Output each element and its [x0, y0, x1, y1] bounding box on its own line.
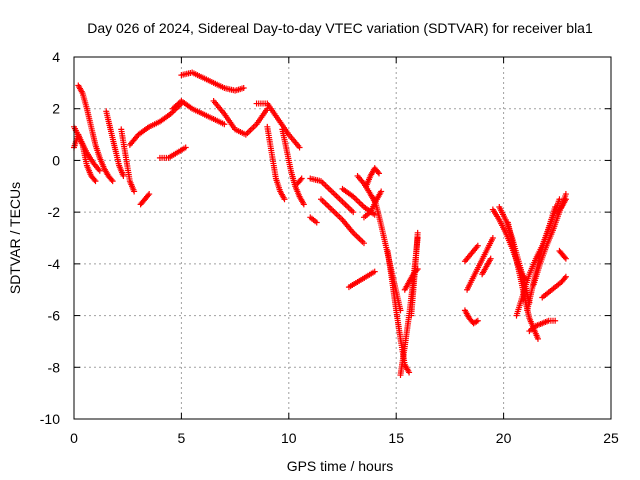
- data-point: [281, 196, 288, 203]
- data-point: [120, 172, 127, 179]
- y-tick-label: -8: [48, 359, 61, 375]
- axis-ticks: 0 5 10 15 20 25 -10 -8 -6 -4 -2 0 2 4: [40, 49, 619, 446]
- data-point: [313, 219, 320, 226]
- x-tick-label: 5: [178, 430, 186, 446]
- data-point: [376, 170, 383, 177]
- data-point: [487, 255, 494, 262]
- y-tick-label: 4: [52, 49, 60, 65]
- data-point: [146, 191, 153, 198]
- data-point: [378, 188, 385, 195]
- x-tick-label: 0: [70, 430, 78, 446]
- data-point: [300, 201, 307, 208]
- x-axis-label: GPS time / hours: [287, 458, 394, 474]
- data-point: [374, 169, 381, 176]
- data-point: [552, 317, 559, 324]
- x-tick-label: 25: [603, 430, 619, 446]
- data-point: [296, 144, 303, 151]
- data-point: [360, 240, 367, 247]
- data-point: [406, 369, 413, 376]
- data-point: [474, 317, 481, 324]
- y-tick-label: 0: [52, 152, 60, 168]
- data-point: [562, 273, 569, 280]
- x-tick-label: 20: [496, 430, 512, 446]
- data-point: [298, 175, 305, 182]
- data-point: [91, 176, 98, 183]
- data-point: [371, 268, 378, 275]
- y-tick-label: -10: [40, 411, 60, 427]
- data-point: [414, 229, 421, 236]
- data-point: [474, 242, 481, 249]
- data-point: [297, 176, 304, 183]
- data-point: [96, 167, 103, 174]
- data-point: [556, 196, 563, 203]
- data-point: [109, 178, 116, 185]
- data-point: [182, 144, 189, 151]
- plot-frame: [73, 56, 612, 420]
- y-tick-label: -2: [48, 204, 61, 220]
- y-tick-label: -6: [48, 308, 61, 324]
- y-tick-label: 2: [52, 101, 60, 117]
- y-axis-label: SDTVAR / TECUs: [7, 182, 23, 294]
- data-point: [108, 176, 115, 183]
- data-point: [131, 188, 138, 195]
- x-tick-label: 15: [388, 430, 404, 446]
- data-point: [145, 192, 152, 199]
- data-point: [562, 255, 569, 262]
- y-tick-label: -4: [48, 256, 61, 272]
- data-point: [561, 254, 568, 261]
- chart-title: Day 026 of 2024, Sidereal Day-to-day VTE…: [87, 20, 593, 36]
- data-points: [71, 69, 569, 379]
- data-point: [240, 85, 247, 92]
- data-point: [534, 335, 541, 342]
- grid-lines: [74, 57, 611, 419]
- data-point: [489, 235, 496, 241]
- data-point: [562, 191, 569, 198]
- data-point: [561, 275, 568, 282]
- data-point: [350, 209, 357, 216]
- x-tick-label: 10: [281, 430, 297, 446]
- data-point: [221, 121, 228, 128]
- data-point: [92, 178, 99, 185]
- data-point: [562, 196, 569, 203]
